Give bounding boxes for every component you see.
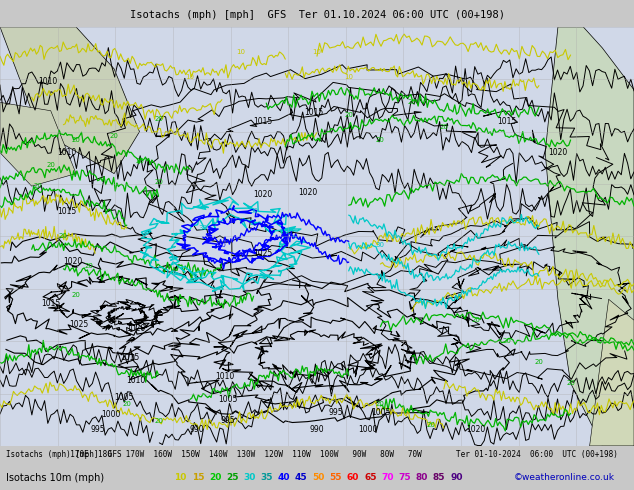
Text: 20: 20 xyxy=(154,116,163,122)
Text: 55: 55 xyxy=(330,473,342,482)
Polygon shape xyxy=(545,27,634,446)
Text: 25: 25 xyxy=(226,473,238,482)
Text: 1005: 1005 xyxy=(114,393,133,402)
Text: 1015: 1015 xyxy=(304,108,323,117)
Text: 995: 995 xyxy=(91,425,106,434)
Text: 1010: 1010 xyxy=(57,148,76,157)
Text: 50: 50 xyxy=(313,473,325,482)
Bar xyxy=(0,446,634,466)
Text: 30: 30 xyxy=(243,473,256,482)
Text: 1020: 1020 xyxy=(298,188,317,197)
Text: 1020: 1020 xyxy=(127,324,146,333)
Text: 20: 20 xyxy=(135,158,144,164)
Text: 20: 20 xyxy=(427,422,436,428)
Text: 80: 80 xyxy=(416,473,428,482)
Text: 10: 10 xyxy=(313,49,321,55)
Text: 1000: 1000 xyxy=(101,410,120,419)
Text: 170E  180   170W  160W  150W  140W  130W  120W  110W  100W   90W   80W   70W: 170E 180 170W 160W 150W 140W 130W 120W 1… xyxy=(60,450,422,459)
Text: 1025: 1025 xyxy=(254,249,273,258)
Text: 40: 40 xyxy=(278,473,290,482)
Text: 10: 10 xyxy=(174,473,187,482)
Text: 65: 65 xyxy=(364,473,377,482)
Text: 1015: 1015 xyxy=(41,299,60,308)
Text: 1015: 1015 xyxy=(57,207,76,216)
Text: 995: 995 xyxy=(221,416,236,425)
Text: 20: 20 xyxy=(566,380,575,386)
Text: 20: 20 xyxy=(34,183,42,189)
Text: 10: 10 xyxy=(186,74,195,80)
Text: 1005: 1005 xyxy=(219,395,238,404)
Text: 30: 30 xyxy=(376,242,385,248)
Text: 20: 20 xyxy=(344,112,353,118)
Text: 1010: 1010 xyxy=(127,376,146,386)
Text: 1020: 1020 xyxy=(466,425,485,434)
Text: 20: 20 xyxy=(122,401,131,407)
Text: 70: 70 xyxy=(381,473,394,482)
Text: 20: 20 xyxy=(503,338,512,344)
Text: 90: 90 xyxy=(450,473,463,482)
Text: 20: 20 xyxy=(110,133,119,139)
Text: 1015: 1015 xyxy=(120,353,139,363)
Text: 20: 20 xyxy=(439,124,448,130)
Text: 995: 995 xyxy=(328,408,344,417)
Text: 1025: 1025 xyxy=(70,320,89,329)
Text: 15: 15 xyxy=(191,473,204,482)
Text: 20: 20 xyxy=(154,418,163,424)
Text: 1010: 1010 xyxy=(216,372,235,381)
Text: 20: 20 xyxy=(471,317,480,323)
Text: 1020: 1020 xyxy=(548,148,567,157)
Text: 1000: 1000 xyxy=(358,425,377,434)
Text: 10: 10 xyxy=(344,74,353,80)
Text: Isotachs (mph) [mph]  GFS: Isotachs (mph) [mph] GFS xyxy=(6,450,122,459)
Text: 990: 990 xyxy=(189,425,204,434)
Text: 30: 30 xyxy=(198,225,207,231)
Text: 20: 20 xyxy=(46,162,55,168)
Text: 1015: 1015 xyxy=(498,117,517,126)
Text: 20: 20 xyxy=(59,233,68,240)
Text: Isotachs (mph) [mph]  GFS  Ter 01.10.2024 06:00 UTC (00+198): Isotachs (mph) [mph] GFS Ter 01.10.2024 … xyxy=(129,10,505,20)
Text: 20: 20 xyxy=(209,473,221,482)
Text: 20: 20 xyxy=(534,359,543,365)
Text: 20: 20 xyxy=(376,401,385,407)
Text: 990: 990 xyxy=(309,425,325,434)
Text: 1015: 1015 xyxy=(254,117,273,126)
Polygon shape xyxy=(590,299,634,446)
Text: 45: 45 xyxy=(295,473,307,482)
Text: 1005: 1005 xyxy=(371,408,390,417)
Text: 20: 20 xyxy=(376,137,385,143)
Text: 35: 35 xyxy=(261,473,273,482)
Polygon shape xyxy=(0,102,76,186)
Text: Ter 01-10-2024  06:00  UTC (00+198): Ter 01-10-2024 06:00 UTC (00+198) xyxy=(456,450,618,459)
Text: 60: 60 xyxy=(347,473,359,482)
Text: Isotachs 10m (mph): Isotachs 10m (mph) xyxy=(6,473,105,483)
Text: 1020: 1020 xyxy=(63,257,82,266)
Polygon shape xyxy=(0,27,139,173)
Text: 75: 75 xyxy=(398,473,411,482)
Text: 1020: 1020 xyxy=(254,190,273,199)
Text: 30: 30 xyxy=(249,208,258,214)
Text: 1010: 1010 xyxy=(38,77,57,86)
Text: 10: 10 xyxy=(236,49,245,55)
Text: 20: 20 xyxy=(154,179,163,185)
Text: 20: 20 xyxy=(72,137,81,143)
Text: 20: 20 xyxy=(408,99,417,105)
Text: 20: 20 xyxy=(84,263,93,269)
Text: ©weatheronline.co.uk: ©weatheronline.co.uk xyxy=(514,473,615,482)
Text: 40: 40 xyxy=(217,242,226,248)
Text: 20: 20 xyxy=(72,292,81,298)
Text: 85: 85 xyxy=(433,473,446,482)
